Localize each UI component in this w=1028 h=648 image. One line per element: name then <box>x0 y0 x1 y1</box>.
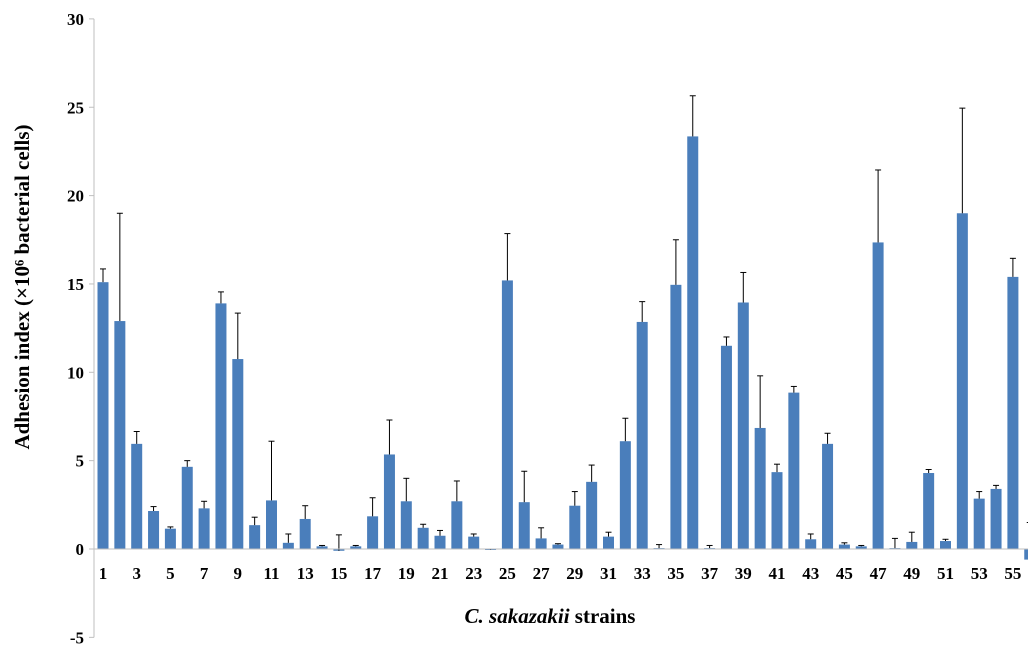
x-tick-label: 55 <box>1004 564 1021 583</box>
bars <box>97 95 1028 560</box>
x-tick-label: 49 <box>903 564 920 583</box>
x-tick-label: 5 <box>166 564 175 583</box>
bar-strain-46 <box>855 546 867 549</box>
x-axis: 1 3 5 7 9 11 13 15 17 19 21 23 25 27 29 31 33 35 37 39 41 43 4… <box>94 548 1028 583</box>
y-tick-label: 30 <box>67 10 84 29</box>
bar-strain-55 <box>1007 276 1019 549</box>
y-tick-label: 25 <box>67 98 84 117</box>
bar-strain-36 <box>687 136 699 549</box>
x-tick-label: 11 <box>263 564 279 583</box>
x-tick-label: 37 <box>701 564 719 583</box>
x-axis-title: C. sakazakii strains <box>465 604 636 628</box>
bar-strain-30 <box>586 481 598 549</box>
bar-strain-22 <box>451 501 463 549</box>
y-tick-label: 5 <box>76 452 85 471</box>
bar-strain-14 <box>316 546 328 549</box>
bar-strain-12 <box>282 542 294 549</box>
bar-strain-39 <box>737 302 749 549</box>
x-tick-label: 31 <box>600 564 617 583</box>
x-tick-label: 1 <box>99 564 108 583</box>
bar-strain-21 <box>434 535 446 549</box>
x-tick-label: 51 <box>937 564 954 583</box>
bar-strain-51 <box>940 541 951 549</box>
bar-strain-44 <box>822 443 834 549</box>
x-tick-label: 47 <box>870 564 888 583</box>
x-tick-label: 29 <box>566 564 583 583</box>
bar-strain-50 <box>923 473 935 549</box>
bar-strain-18 <box>383 454 395 549</box>
x-tick-label: 27 <box>533 564 551 583</box>
x-tick-label: 17 <box>364 564 382 583</box>
bar-strain-6 <box>181 466 193 549</box>
bar-strain-35 <box>670 284 682 549</box>
x-tick-label: 25 <box>499 564 516 583</box>
x-tick-label: 35 <box>667 564 684 583</box>
bar-strain-27 <box>535 538 547 549</box>
x-tick-label: 15 <box>330 564 347 583</box>
bar-strain-19 <box>400 501 412 549</box>
x-tick-label: 19 <box>398 564 415 583</box>
x-axis-title-rest: strains <box>570 604 636 628</box>
bar-strain-40 <box>754 427 766 549</box>
bar-strain-20 <box>417 527 429 549</box>
bar-strain-3 <box>131 443 143 549</box>
bar-strain-45 <box>838 544 850 549</box>
x-tick-label: 45 <box>836 564 853 583</box>
y-tick-label: 0 <box>76 540 85 559</box>
bar-strain-43 <box>805 539 817 549</box>
x-tick-label: 33 <box>634 564 651 583</box>
bar-strain-53 <box>973 498 985 549</box>
y-tick-label: 10 <box>67 363 84 382</box>
bar-strain-29 <box>569 505 581 549</box>
x-tick-label: 43 <box>802 564 819 583</box>
bar-strain-1 <box>97 282 109 549</box>
bar-strain-52 <box>956 213 968 549</box>
bar-strain-54 <box>990 488 1002 549</box>
bar-strain-10 <box>249 525 261 549</box>
bar-strain-26 <box>518 502 530 549</box>
x-tick-label: 21 <box>432 564 449 583</box>
x-tick-label: 41 <box>769 564 786 583</box>
bar-strain-33 <box>636 321 648 549</box>
bar-strain-41 <box>771 472 783 549</box>
bar-strain-9 <box>232 359 244 549</box>
x-tick-label: 53 <box>971 564 988 583</box>
bar-strain-56 <box>1024 549 1028 560</box>
bar-strain-2 <box>114 321 126 549</box>
bar-strain-31 <box>603 536 614 549</box>
bar-strain-28 <box>552 544 564 549</box>
bar-strain-4 <box>148 511 160 549</box>
bar-strain-49 <box>906 541 918 549</box>
x-tick-label: 13 <box>297 564 314 583</box>
bar-strain-47 <box>872 242 884 549</box>
bar-strain-16 <box>350 546 362 549</box>
x-tick-label: 23 <box>465 564 482 583</box>
x-tick-label: 9 <box>234 564 243 583</box>
bar-strain-32 <box>619 441 631 549</box>
bar-strain-8 <box>215 303 227 549</box>
bar-strain-13 <box>299 518 311 549</box>
bar-strain-11 <box>266 500 277 549</box>
bar-strain-17 <box>367 516 379 549</box>
bar-strain-42 <box>788 392 800 549</box>
x-tick-label: 3 <box>132 564 141 583</box>
x-tick-label: 7 <box>200 564 209 583</box>
bar-strain-23 <box>468 536 480 549</box>
y-tick-label: -5 <box>70 628 84 647</box>
y-axis: -5 0 5 10 15 20 25 30 <box>67 10 95 647</box>
y-tick-label: 15 <box>67 275 84 294</box>
bar-strain-5 <box>164 528 176 549</box>
x-axis-title-species: C. sakazakii <box>465 604 570 628</box>
y-tick-label: 20 <box>67 187 84 206</box>
bar-strain-25 <box>501 280 513 549</box>
bar-strain-7 <box>198 508 210 549</box>
x-tick-label: 39 <box>735 564 752 583</box>
y-axis-title: Adhesion index (×10⁶ bacterial cells) <box>10 124 34 449</box>
bar-strain-38 <box>720 345 732 549</box>
